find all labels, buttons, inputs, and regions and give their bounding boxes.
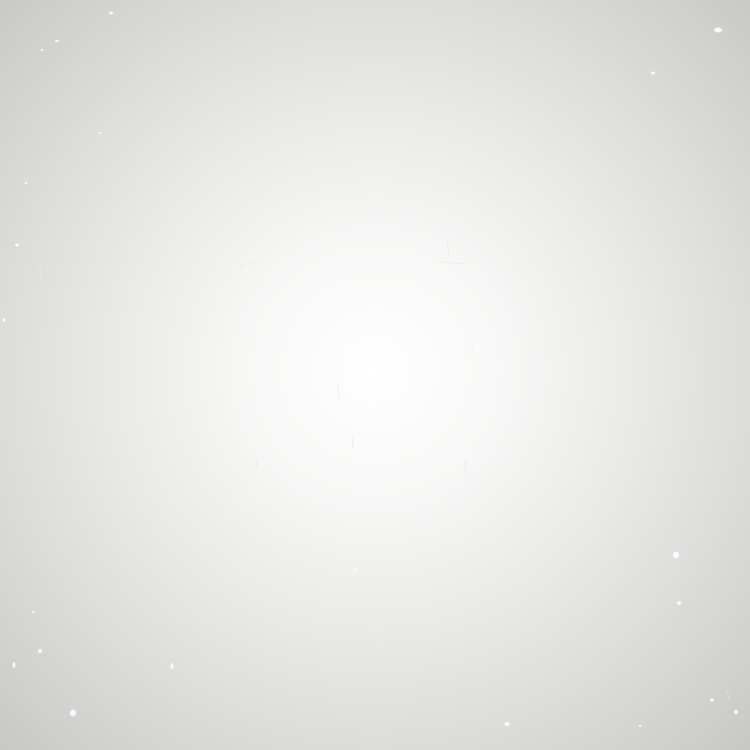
scratches	[39, 239, 731, 701]
scratch	[725, 689, 731, 701]
speck	[504, 722, 510, 726]
specks	[2, 11, 738, 727]
speck	[651, 71, 655, 75]
speck	[40, 49, 44, 51]
speck	[353, 567, 357, 573]
speck	[15, 243, 19, 247]
scratch	[351, 434, 354, 449]
speck	[2, 318, 6, 322]
scratch	[446, 239, 450, 256]
speck	[170, 663, 174, 669]
speck	[677, 601, 681, 605]
speck	[673, 551, 679, 559]
speck	[109, 11, 113, 15]
speck	[734, 710, 738, 714]
speck	[474, 345, 480, 353]
scratch	[337, 384, 340, 398]
scratch	[255, 457, 258, 469]
speck	[710, 698, 714, 702]
speck	[12, 662, 16, 668]
speck	[98, 132, 102, 134]
speck	[714, 27, 722, 33]
speck	[638, 725, 642, 727]
speck	[70, 709, 76, 717]
scratch	[464, 459, 467, 476]
speck	[31, 611, 35, 613]
speck	[55, 40, 59, 42]
scratch	[239, 261, 257, 266]
scratch	[439, 261, 469, 265]
scratch	[39, 264, 42, 281]
speck	[24, 182, 28, 184]
speck	[38, 649, 42, 653]
